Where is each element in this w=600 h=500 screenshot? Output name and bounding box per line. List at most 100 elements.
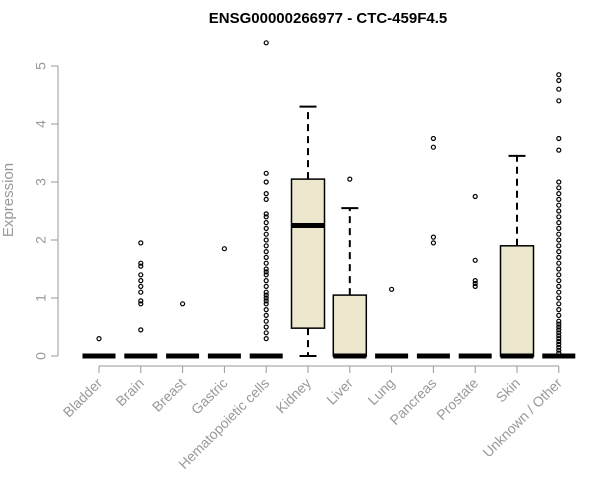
outlier-point	[472, 280, 478, 287]
outlier-point	[138, 263, 144, 269]
outlier-point	[556, 338, 562, 345]
outlier-point	[556, 341, 562, 347]
chart-title: ENSG00000266977 - CTC-459F4.5	[209, 10, 447, 27]
outlier-point	[138, 327, 144, 333]
y-tick-label: 5	[33, 62, 49, 70]
outlier-point	[263, 272, 269, 278]
x-tick-label: Unknown / Other	[479, 375, 565, 461]
outlier-point	[556, 301, 562, 307]
outlier-point	[556, 179, 562, 185]
box-iqr	[290, 178, 326, 329]
box-kidney	[290, 105, 326, 357]
box-brain	[124, 240, 158, 359]
outlier-point	[556, 307, 562, 313]
outlier-point	[263, 260, 269, 266]
outlier-point	[263, 283, 269, 289]
outlier-point	[263, 295, 269, 301]
outlier-point	[556, 312, 562, 318]
x-tick-label: Brain	[112, 375, 146, 409]
x-tick-label: Lung	[364, 375, 397, 408]
box-hematopoietic-cells	[249, 40, 283, 359]
outlier-point	[556, 350, 562, 356]
outlier-point	[263, 318, 269, 324]
box-gastric	[207, 246, 241, 359]
outlier-point	[263, 301, 269, 307]
outlier-point	[556, 77, 562, 84]
outlier-point	[556, 86, 562, 92]
outlier-point	[556, 208, 562, 214]
outlier-point	[389, 286, 395, 292]
outlier-point	[138, 298, 144, 304]
outlier-point	[556, 289, 562, 295]
outlier-point	[263, 324, 269, 330]
outlier-point	[263, 170, 269, 176]
outlier-point	[472, 283, 478, 289]
outlier-point	[138, 278, 144, 284]
outlier-point	[556, 72, 562, 78]
outlier-point	[556, 185, 562, 191]
outlier-point	[556, 231, 562, 237]
outlier-point	[472, 278, 478, 284]
outlier-point	[556, 249, 562, 255]
outlier-point	[556, 330, 562, 336]
outlier-point	[556, 225, 562, 231]
outlier-point	[556, 295, 562, 301]
outlier-point	[263, 225, 269, 231]
y-tick-label: 4	[33, 120, 49, 128]
outlier-point	[430, 144, 436, 150]
outlier-point	[347, 176, 353, 182]
outlier-point	[96, 336, 102, 342]
outlier-point	[138, 272, 144, 278]
box-pancreas	[416, 135, 450, 359]
outlier-point	[138, 260, 144, 266]
y-tick-label: 1	[33, 294, 49, 302]
box-breast	[166, 301, 200, 359]
outlier-point	[263, 336, 269, 342]
box-iqr	[332, 294, 368, 357]
box-lung	[375, 286, 409, 359]
outlier-point	[138, 283, 144, 289]
outlier-point	[263, 269, 269, 275]
outlier-point	[556, 272, 562, 278]
outlier-point	[556, 147, 562, 153]
outlier-point	[556, 278, 562, 284]
outlier-point	[556, 196, 562, 202]
outlier-point	[263, 254, 269, 260]
outlier-point	[556, 266, 562, 272]
x-tick-label: Breast	[149, 375, 189, 415]
outlier-point	[263, 231, 269, 237]
outlier-point	[263, 298, 269, 304]
outlier-point	[263, 196, 269, 202]
outlier-point	[430, 240, 436, 246]
box-prostate	[458, 193, 492, 359]
outlier-point	[221, 246, 227, 252]
outlier-point	[263, 191, 269, 197]
box-iqr	[499, 245, 535, 357]
outlier-point	[556, 202, 562, 208]
outlier-point	[472, 257, 478, 263]
x-tick-label: Liver	[323, 375, 356, 408]
outlier-point	[556, 214, 562, 220]
plot-area	[82, 40, 576, 359]
x-tick-label: Bladder	[60, 375, 106, 421]
outlier-point	[263, 307, 269, 313]
outlier-point	[556, 191, 562, 197]
outlier-point	[263, 237, 269, 243]
outlier-point	[556, 318, 562, 324]
y-tick-label: 0	[33, 352, 49, 360]
box-unknown-other	[542, 72, 576, 359]
outlier-point	[263, 289, 269, 295]
box-skin	[499, 154, 535, 359]
box-liver	[332, 176, 368, 359]
outlier-point	[263, 312, 269, 318]
outlier-point	[556, 243, 562, 249]
outlier-point	[263, 243, 269, 249]
outlier-point	[138, 240, 144, 246]
outlier-point	[556, 333, 562, 339]
outlier-point	[263, 220, 269, 226]
outlier-point	[556, 344, 562, 350]
outlier-point	[472, 193, 478, 200]
outlier-point	[556, 220, 562, 226]
